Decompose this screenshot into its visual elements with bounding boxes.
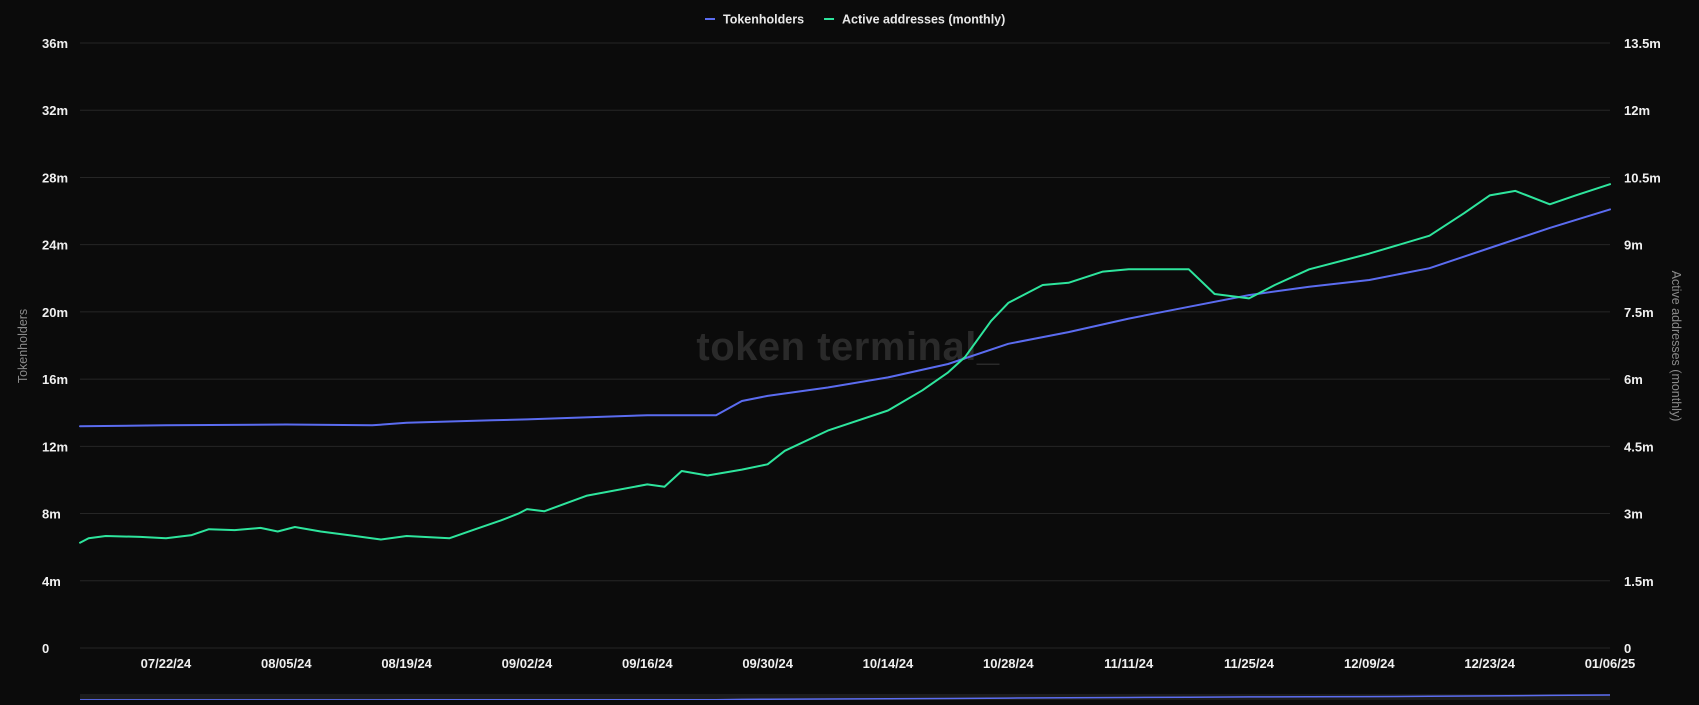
x-tick-label: 09/02/24 [502, 656, 553, 671]
right-tick-label: 3m [1624, 507, 1643, 522]
series-line-tokenholders [79, 208, 1611, 428]
x-tick-label: 07/22/24 [141, 656, 192, 671]
right-tick-label: 1.5m [1624, 574, 1654, 589]
right-tick-label: 10.5m [1624, 170, 1661, 185]
right-tick-label: 12m [1624, 103, 1650, 118]
legend-label: Tokenholders [723, 13, 804, 27]
right-axis-title: Active addresses (monthly) [1669, 271, 1683, 422]
right-tick-label: 13.5m [1624, 36, 1661, 51]
left-axis-title: Tokenholders [16, 309, 30, 383]
x-axis-ticks: 07/22/24 08/05/24 08/19/24 09/02/24 09/16/24… [141, 656, 1636, 671]
right-tick-label: 6m [1624, 372, 1643, 387]
right-tick-label: 7.5m [1624, 305, 1654, 320]
x-tick-label: 10/14/24 [863, 656, 914, 671]
left-tick-label: 20m [42, 305, 68, 320]
left-tick-label: 28m [42, 170, 68, 185]
left-tick-label: 4m [42, 574, 61, 589]
x-tick-label: 01/06/25 [1585, 656, 1636, 671]
legend: Tokenholders Active addresses (monthly) [705, 13, 1005, 27]
left-tick-label: 0 [42, 641, 49, 656]
legend-label: Active addresses (monthly) [842, 13, 1005, 27]
right-tick-label: 4.5m [1624, 439, 1654, 454]
gridlines [80, 42, 1610, 649]
left-axis-ticks: 0 4m 8m 12m 16m 20m 24m 28m 32m 36m [42, 36, 68, 656]
left-tick-label: 24m [42, 238, 68, 253]
left-tick-label: 12m [42, 439, 68, 454]
x-tick-label: 08/19/24 [381, 656, 432, 671]
right-tick-label: 0 [1624, 641, 1631, 656]
x-tick-label: 09/30/24 [742, 656, 793, 671]
left-tick-label: 8m [42, 507, 61, 522]
x-tick-label: 11/25/24 [1224, 656, 1275, 671]
x-tick-label: 08/05/24 [261, 656, 312, 671]
right-axis-ticks: 0 1.5m 3m 4.5m 6m 7.5m 9m 10.5m 12m 13.5m [1624, 36, 1661, 656]
series-line-active-addresses-monthly [79, 183, 1611, 544]
left-tick-label: 36m [42, 36, 68, 51]
x-tick-label: 10/28/24 [983, 656, 1034, 671]
watermark: token terminal_ [696, 325, 999, 369]
left-tick-label: 16m [42, 372, 68, 387]
x-tick-label: 11/11/24 [1104, 656, 1154, 671]
range-slider-track[interactable] [80, 694, 1610, 700]
x-tick-label: 09/16/24 [622, 656, 673, 671]
right-tick-label: 9m [1624, 238, 1643, 253]
left-tick-label: 32m [42, 103, 68, 118]
x-tick-label: 12/09/24 [1344, 656, 1395, 671]
x-tick-label: 12/23/24 [1464, 656, 1515, 671]
series-lines [79, 183, 1611, 544]
